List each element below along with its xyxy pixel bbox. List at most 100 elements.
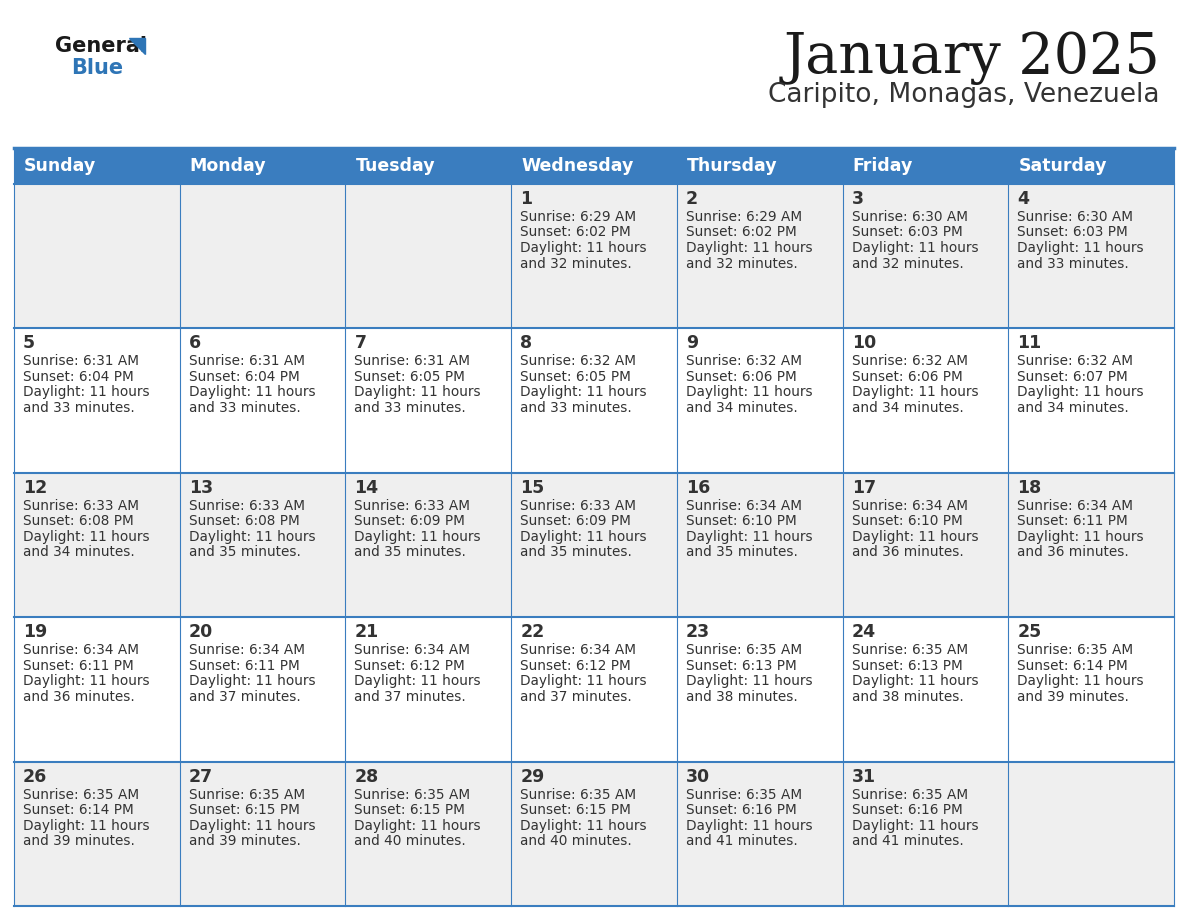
Text: Sunrise: 6:35 AM: Sunrise: 6:35 AM [685, 644, 802, 657]
Text: Sunset: 6:09 PM: Sunset: 6:09 PM [354, 514, 466, 528]
Text: Sunrise: 6:35 AM: Sunrise: 6:35 AM [1017, 644, 1133, 657]
Bar [179, 329, 346, 473]
Text: Sunset: 6:06 PM: Sunset: 6:06 PM [852, 370, 962, 384]
Text: Sunrise: 6:31 AM: Sunrise: 6:31 AM [354, 354, 470, 368]
Text: Sunset: 6:14 PM: Sunset: 6:14 PM [1017, 659, 1129, 673]
Text: Daylight: 11 hours: Daylight: 11 hours [852, 530, 978, 543]
Text: Sunrise: 6:34 AM: Sunrise: 6:34 AM [1017, 498, 1133, 513]
Bar [346, 329, 511, 473]
Text: Daylight: 11 hours: Daylight: 11 hours [852, 241, 978, 255]
Text: 15: 15 [520, 479, 544, 497]
Text: Sunset: 6:02 PM: Sunset: 6:02 PM [520, 226, 631, 240]
Bar [179, 473, 346, 617]
Text: 9: 9 [685, 334, 699, 353]
Text: Sunrise: 6:30 AM: Sunrise: 6:30 AM [1017, 210, 1133, 224]
Text: and 32 minutes.: and 32 minutes. [852, 256, 963, 271]
Text: Daylight: 11 hours: Daylight: 11 hours [23, 386, 150, 399]
Bar [511, 184, 677, 329]
Text: Sunset: 6:15 PM: Sunset: 6:15 PM [520, 803, 631, 817]
Text: 28: 28 [354, 767, 379, 786]
Text: and 41 minutes.: and 41 minutes. [685, 834, 797, 848]
Text: 14: 14 [354, 479, 379, 497]
Text: and 34 minutes.: and 34 minutes. [685, 401, 797, 415]
Text: 5: 5 [23, 334, 36, 353]
Bar [179, 148, 346, 184]
Text: 20: 20 [189, 623, 213, 641]
Text: 16: 16 [685, 479, 710, 497]
Text: Daylight: 11 hours: Daylight: 11 hours [685, 241, 813, 255]
Text: Daylight: 11 hours: Daylight: 11 hours [1017, 674, 1144, 688]
Bar [511, 148, 677, 184]
Text: Sunrise: 6:29 AM: Sunrise: 6:29 AM [520, 210, 637, 224]
Text: Sunset: 6:03 PM: Sunset: 6:03 PM [852, 226, 962, 240]
Text: and 33 minutes.: and 33 minutes. [520, 401, 632, 415]
Text: January 2025: January 2025 [783, 30, 1159, 84]
Text: Daylight: 11 hours: Daylight: 11 hours [23, 674, 150, 688]
Text: Sunrise: 6:35 AM: Sunrise: 6:35 AM [520, 788, 637, 801]
Text: Sunset: 6:12 PM: Sunset: 6:12 PM [520, 659, 631, 673]
Text: Sunrise: 6:33 AM: Sunrise: 6:33 AM [520, 498, 636, 513]
Bar [346, 617, 511, 762]
Text: 7: 7 [354, 334, 366, 353]
Text: and 32 minutes.: and 32 minutes. [520, 256, 632, 271]
Bar [1009, 762, 1174, 906]
Text: Daylight: 11 hours: Daylight: 11 hours [23, 530, 150, 543]
Text: Sunrise: 6:31 AM: Sunrise: 6:31 AM [23, 354, 139, 368]
Text: Sunrise: 6:34 AM: Sunrise: 6:34 AM [189, 644, 304, 657]
Bar [677, 762, 842, 906]
Text: Friday: Friday [853, 157, 912, 175]
Text: Sunset: 6:08 PM: Sunset: 6:08 PM [23, 514, 134, 528]
Bar [677, 473, 842, 617]
Text: 6: 6 [189, 334, 201, 353]
Text: 8: 8 [520, 334, 532, 353]
Bar [14, 148, 179, 184]
Bar [842, 762, 1009, 906]
Text: Sunset: 6:07 PM: Sunset: 6:07 PM [1017, 370, 1129, 384]
Bar [1009, 329, 1174, 473]
Text: Wednesday: Wednesday [522, 157, 633, 175]
Text: and 36 minutes.: and 36 minutes. [1017, 545, 1129, 559]
Text: and 34 minutes.: and 34 minutes. [23, 545, 134, 559]
Text: Sunset: 6:03 PM: Sunset: 6:03 PM [1017, 226, 1129, 240]
Text: 31: 31 [852, 767, 876, 786]
Text: 2: 2 [685, 190, 699, 208]
Text: 18: 18 [1017, 479, 1042, 497]
Text: 13: 13 [189, 479, 213, 497]
Text: and 33 minutes.: and 33 minutes. [189, 401, 301, 415]
Text: Sunrise: 6:34 AM: Sunrise: 6:34 AM [685, 498, 802, 513]
Text: and 35 minutes.: and 35 minutes. [354, 545, 467, 559]
Text: and 36 minutes.: and 36 minutes. [23, 689, 134, 704]
Text: Daylight: 11 hours: Daylight: 11 hours [189, 819, 315, 833]
Text: 29: 29 [520, 767, 544, 786]
Bar [1009, 473, 1174, 617]
Text: Daylight: 11 hours: Daylight: 11 hours [520, 819, 646, 833]
Text: and 35 minutes.: and 35 minutes. [685, 545, 797, 559]
Bar [677, 148, 842, 184]
Text: Daylight: 11 hours: Daylight: 11 hours [685, 386, 813, 399]
Text: Sunrise: 6:29 AM: Sunrise: 6:29 AM [685, 210, 802, 224]
Text: Sunset: 6:10 PM: Sunset: 6:10 PM [852, 514, 962, 528]
Text: Sunrise: 6:32 AM: Sunrise: 6:32 AM [852, 354, 967, 368]
Text: Daylight: 11 hours: Daylight: 11 hours [520, 386, 646, 399]
Text: Sunrise: 6:35 AM: Sunrise: 6:35 AM [852, 644, 968, 657]
Text: and 34 minutes.: and 34 minutes. [852, 401, 963, 415]
Text: 4: 4 [1017, 190, 1029, 208]
Text: Sunrise: 6:35 AM: Sunrise: 6:35 AM [852, 788, 968, 801]
Text: and 37 minutes.: and 37 minutes. [189, 689, 301, 704]
Text: 30: 30 [685, 767, 710, 786]
Text: and 33 minutes.: and 33 minutes. [1017, 256, 1129, 271]
Text: and 33 minutes.: and 33 minutes. [23, 401, 134, 415]
Text: Daylight: 11 hours: Daylight: 11 hours [685, 819, 813, 833]
Text: 24: 24 [852, 623, 876, 641]
Text: and 35 minutes.: and 35 minutes. [189, 545, 301, 559]
Text: Tuesday: Tuesday [355, 157, 435, 175]
Text: and 41 minutes.: and 41 minutes. [852, 834, 963, 848]
Bar [677, 617, 842, 762]
Text: 1: 1 [520, 190, 532, 208]
Text: Sunrise: 6:34 AM: Sunrise: 6:34 AM [23, 644, 139, 657]
Text: Saturday: Saturday [1018, 157, 1107, 175]
Text: and 37 minutes.: and 37 minutes. [520, 689, 632, 704]
Text: and 40 minutes.: and 40 minutes. [354, 834, 466, 848]
Text: 3: 3 [852, 190, 864, 208]
Text: 27: 27 [189, 767, 213, 786]
